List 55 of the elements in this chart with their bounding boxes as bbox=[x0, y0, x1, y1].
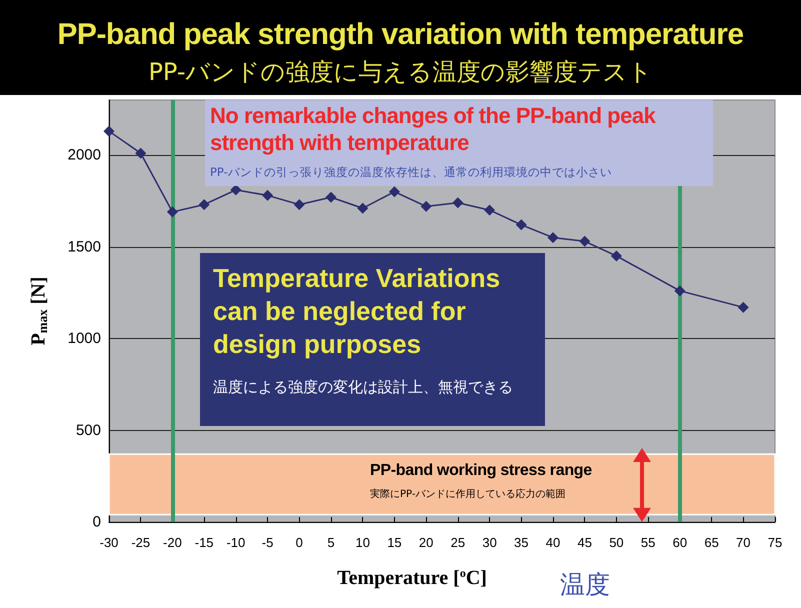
point bbox=[135, 148, 146, 159]
point bbox=[516, 219, 527, 230]
x-tick-label: 5 bbox=[327, 535, 335, 550]
point bbox=[484, 204, 496, 216]
x-tick-label: 15 bbox=[387, 535, 402, 550]
y-tick-label: 500 bbox=[76, 422, 101, 439]
point bbox=[548, 232, 558, 244]
point bbox=[326, 192, 336, 203]
annotation: PP-バンドの引っ張り強度の温度依存性は、通常の利用環境の中では小さい bbox=[210, 165, 613, 180]
point bbox=[104, 126, 114, 137]
x-tick-label: -20 bbox=[163, 535, 182, 550]
x-tick-label: 10 bbox=[355, 535, 370, 550]
point bbox=[738, 302, 749, 313]
point bbox=[198, 199, 210, 210]
x-tick-label: -5 bbox=[262, 535, 274, 550]
y-tick-label: 1000 bbox=[68, 330, 101, 348]
point bbox=[420, 200, 432, 212]
x-tick-label: 65 bbox=[704, 535, 719, 550]
point bbox=[579, 236, 590, 247]
point bbox=[294, 199, 305, 210]
point bbox=[357, 202, 368, 214]
y-tick-label: 2000 bbox=[68, 146, 101, 164]
text: 温度 bbox=[560, 569, 611, 601]
point bbox=[452, 197, 464, 208]
x-tick-label: 60 bbox=[672, 535, 688, 550]
annotation: 温度による強度の変化は設計上、無視できる bbox=[213, 377, 514, 398]
x-tick-label: 75 bbox=[768, 535, 782, 550]
x-tick-label: 20 bbox=[418, 535, 434, 550]
x-tick-label: -25 bbox=[131, 535, 150, 550]
x-tick-label: -15 bbox=[194, 535, 214, 550]
x-tick-label: 55 bbox=[640, 535, 656, 550]
x-tick-label: -10 bbox=[226, 535, 246, 550]
x-tick-label: 35 bbox=[514, 535, 529, 550]
chart-subtitle: PP-バンドの強度に与える温度の影響度テスト bbox=[147, 57, 654, 88]
x-tick-label: 0 bbox=[296, 535, 303, 550]
y-tick-label: 1500 bbox=[68, 238, 101, 256]
x-tick-label: 45 bbox=[577, 535, 592, 550]
point bbox=[674, 285, 686, 296]
chart-title: PP-band peak strength variation with temperature bbox=[56, 18, 745, 52]
y-tick-label: 0 bbox=[92, 514, 101, 530]
x-tick-label: 70 bbox=[736, 535, 751, 550]
point bbox=[610, 250, 622, 262]
x-tick-label: 25 bbox=[450, 535, 466, 550]
point bbox=[388, 186, 400, 198]
band-label: PP-band working stress range bbox=[370, 462, 592, 480]
point bbox=[166, 206, 178, 218]
annotation: 実際にPP-バンドに作用している応力の範囲 bbox=[370, 488, 566, 501]
annotation: No remarkable changes of the PP-band peak strength with temperature bbox=[210, 102, 657, 156]
y-axis-title: Pmax [N] bbox=[28, 276, 50, 346]
annotation: Temperature Variations can be neglected for design purposes bbox=[213, 262, 502, 361]
x-tick-label: 30 bbox=[482, 535, 497, 550]
x-tick-label: 40 bbox=[546, 535, 560, 550]
point bbox=[262, 190, 274, 201]
x-tick-label: 50 bbox=[609, 535, 624, 550]
x-tick-label: -30 bbox=[100, 535, 118, 550]
